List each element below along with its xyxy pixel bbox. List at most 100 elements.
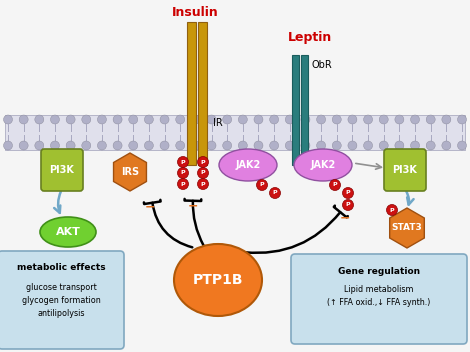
- Circle shape: [35, 115, 44, 124]
- Circle shape: [144, 141, 153, 150]
- Circle shape: [395, 115, 404, 124]
- Circle shape: [223, 115, 232, 124]
- Circle shape: [50, 115, 60, 124]
- Text: P: P: [260, 182, 264, 188]
- Text: −: −: [340, 212, 350, 225]
- Circle shape: [348, 115, 357, 124]
- Polygon shape: [390, 208, 424, 248]
- Circle shape: [426, 141, 435, 150]
- Circle shape: [364, 141, 373, 150]
- Circle shape: [301, 141, 310, 150]
- Circle shape: [269, 188, 281, 199]
- Circle shape: [113, 141, 122, 150]
- Circle shape: [160, 115, 169, 124]
- Text: metabolic effects: metabolic effects: [17, 264, 105, 272]
- Text: Leptin: Leptin: [288, 31, 332, 44]
- Circle shape: [270, 141, 279, 150]
- Circle shape: [207, 115, 216, 124]
- Circle shape: [66, 115, 75, 124]
- FancyBboxPatch shape: [291, 254, 467, 344]
- Circle shape: [144, 115, 153, 124]
- Circle shape: [113, 115, 122, 124]
- Circle shape: [3, 141, 13, 150]
- Text: STAT3: STAT3: [392, 224, 423, 233]
- Bar: [301, 55, 308, 165]
- Text: JAK2: JAK2: [310, 160, 336, 170]
- Circle shape: [317, 115, 326, 124]
- Circle shape: [301, 115, 310, 124]
- Circle shape: [191, 141, 200, 150]
- Text: −: −: [188, 200, 198, 213]
- Circle shape: [238, 141, 247, 150]
- Text: JAK2: JAK2: [235, 160, 261, 170]
- Text: P: P: [390, 207, 394, 213]
- Circle shape: [66, 141, 75, 150]
- Circle shape: [254, 141, 263, 150]
- Circle shape: [332, 141, 341, 150]
- Text: ObR: ObR: [311, 60, 332, 70]
- Circle shape: [129, 115, 138, 124]
- Circle shape: [343, 200, 353, 210]
- Circle shape: [178, 157, 188, 168]
- Text: PI3K: PI3K: [49, 165, 74, 175]
- Bar: [292, 55, 299, 165]
- Circle shape: [317, 141, 326, 150]
- Circle shape: [97, 115, 106, 124]
- Circle shape: [442, 141, 451, 150]
- Circle shape: [332, 115, 341, 124]
- Circle shape: [178, 168, 188, 178]
- Circle shape: [3, 115, 13, 124]
- Text: P: P: [333, 182, 337, 188]
- Text: P: P: [273, 190, 277, 195]
- FancyBboxPatch shape: [0, 251, 124, 349]
- Text: IR: IR: [213, 118, 223, 128]
- Circle shape: [223, 141, 232, 150]
- Text: PI3K: PI3K: [392, 165, 417, 175]
- Circle shape: [257, 180, 267, 190]
- Circle shape: [97, 141, 106, 150]
- Text: P: P: [180, 159, 185, 164]
- Text: P: P: [201, 159, 205, 164]
- Text: P: P: [180, 182, 185, 187]
- Circle shape: [457, 115, 467, 124]
- Circle shape: [35, 141, 44, 150]
- Text: Lipid metabolism
(↑ FFA oxid.,↓ FFA synth.): Lipid metabolism (↑ FFA oxid.,↓ FFA synt…: [327, 285, 431, 307]
- Text: IRS: IRS: [121, 167, 139, 177]
- Ellipse shape: [174, 244, 262, 316]
- FancyBboxPatch shape: [41, 149, 83, 191]
- Circle shape: [410, 141, 420, 150]
- Circle shape: [160, 141, 169, 150]
- Circle shape: [19, 141, 28, 150]
- Polygon shape: [114, 153, 147, 191]
- Circle shape: [386, 205, 398, 215]
- Bar: [198, 22, 207, 165]
- Text: AKT: AKT: [55, 227, 80, 237]
- Circle shape: [410, 115, 420, 124]
- Circle shape: [285, 141, 294, 150]
- Circle shape: [176, 141, 185, 150]
- Circle shape: [19, 115, 28, 124]
- Circle shape: [270, 115, 279, 124]
- Circle shape: [379, 115, 388, 124]
- Circle shape: [457, 141, 467, 150]
- Circle shape: [343, 188, 353, 199]
- Circle shape: [426, 115, 435, 124]
- Ellipse shape: [219, 149, 277, 181]
- Circle shape: [129, 141, 138, 150]
- Bar: [187, 22, 196, 165]
- Circle shape: [395, 141, 404, 150]
- Circle shape: [176, 115, 185, 124]
- Text: Insulin: Insulin: [172, 6, 219, 19]
- Ellipse shape: [40, 217, 96, 247]
- Circle shape: [442, 115, 451, 124]
- Bar: [5, 115, 465, 150]
- Circle shape: [50, 141, 60, 150]
- Circle shape: [285, 115, 294, 124]
- Circle shape: [82, 141, 91, 150]
- Text: P: P: [346, 190, 350, 195]
- Circle shape: [197, 178, 209, 189]
- Circle shape: [364, 115, 373, 124]
- Circle shape: [82, 115, 91, 124]
- Circle shape: [178, 178, 188, 189]
- Circle shape: [197, 168, 209, 178]
